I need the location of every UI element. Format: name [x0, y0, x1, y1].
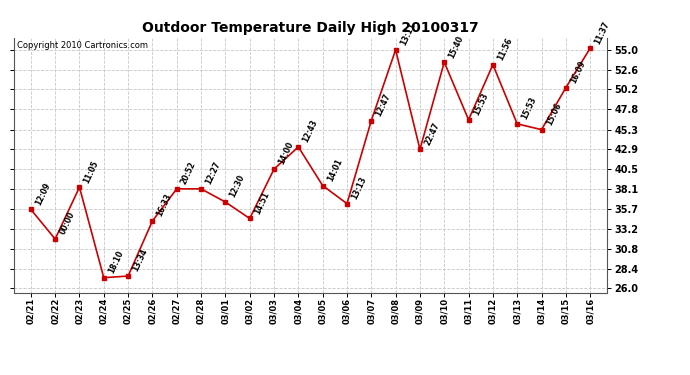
Text: 13:13: 13:13 — [350, 175, 368, 201]
Text: 14:00: 14:00 — [277, 141, 295, 166]
Text: 12:30: 12:30 — [228, 174, 246, 199]
Text: 22:47: 22:47 — [423, 121, 441, 147]
Text: 12:27: 12:27 — [204, 160, 222, 186]
Text: 12:43: 12:43 — [301, 118, 319, 144]
Text: 14:01: 14:01 — [326, 157, 344, 183]
Text: 12:09: 12:09 — [34, 181, 52, 207]
Text: 15:40: 15:40 — [447, 34, 465, 59]
Text: 13:34: 13:34 — [131, 248, 149, 273]
Text: 16:09: 16:09 — [569, 59, 587, 85]
Text: 13:11: 13:11 — [398, 21, 417, 47]
Text: 11:56: 11:56 — [495, 36, 514, 62]
Title: Outdoor Temperature Daily High 20100317: Outdoor Temperature Daily High 20100317 — [142, 21, 479, 35]
Text: 11:05: 11:05 — [82, 159, 101, 184]
Text: 16:33: 16:33 — [155, 192, 174, 218]
Text: 00:00: 00:00 — [58, 211, 77, 236]
Text: 15:06: 15:06 — [544, 101, 562, 127]
Text: Copyright 2010 Cartronics.com: Copyright 2010 Cartronics.com — [17, 41, 148, 50]
Text: 15:53: 15:53 — [471, 92, 490, 117]
Text: 12:47: 12:47 — [374, 92, 393, 118]
Text: 20:52: 20:52 — [179, 160, 198, 186]
Text: 11:37: 11:37 — [593, 20, 611, 45]
Text: 14:51: 14:51 — [253, 190, 270, 216]
Text: 15:53: 15:53 — [520, 96, 538, 121]
Text: 18:10: 18:10 — [106, 249, 125, 275]
